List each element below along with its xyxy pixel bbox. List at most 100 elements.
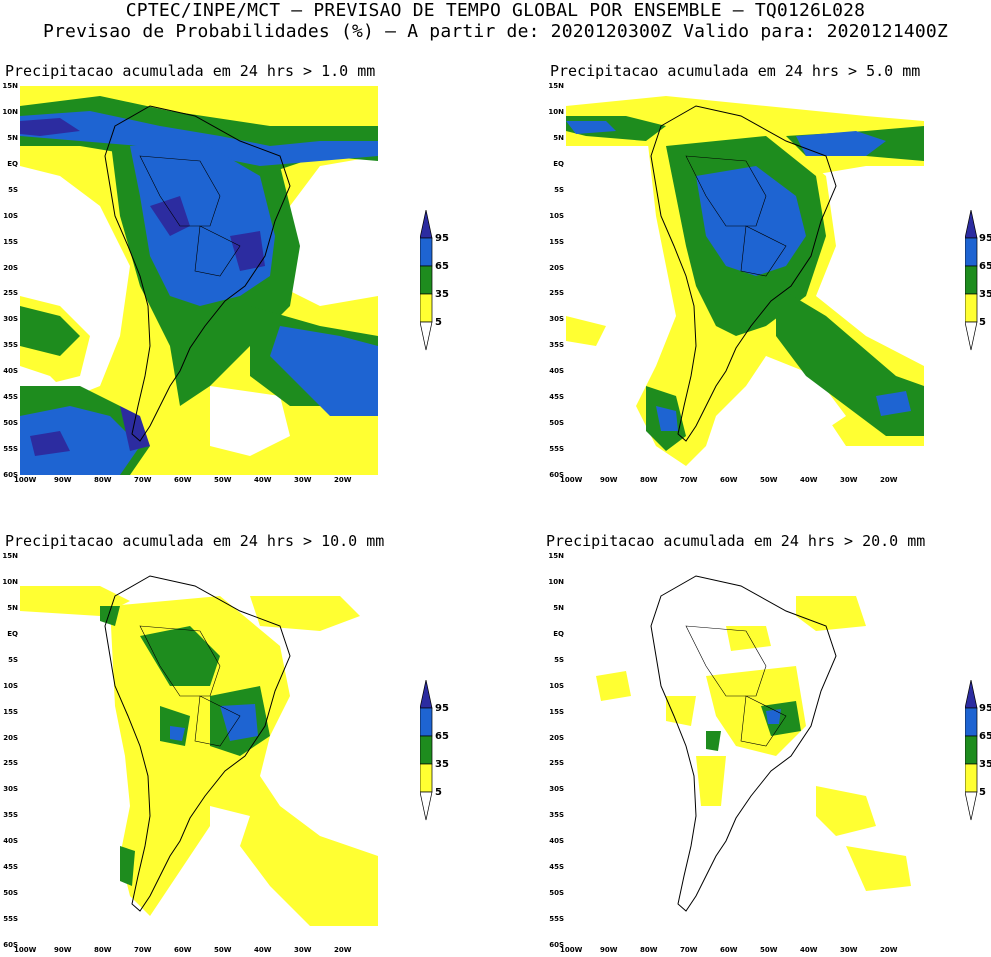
lat-tick-label: 45S — [549, 863, 564, 872]
map-panel-10mm: Precipitacao acumulada em 24 hrs > 10.0 … — [0, 530, 460, 950]
precip-map-1mm — [20, 86, 378, 475]
lat-tick-label: 30S — [549, 785, 564, 794]
lat-tick-label: 40S — [3, 837, 18, 846]
lon-tick-label: 60W — [174, 946, 192, 954]
legend-label-5: 5 — [435, 317, 442, 328]
lat-tick-label: EQ — [553, 629, 564, 638]
legend-label-95: 95 — [979, 703, 991, 714]
legend-label-35: 35 — [979, 759, 991, 770]
lon-tick-label: 100W — [560, 476, 583, 484]
legend-label-35: 35 — [435, 289, 449, 300]
lat-tick-label: 60S — [549, 941, 564, 949]
legend-label-35: 35 — [979, 289, 991, 300]
lon-tick-label: 20W — [334, 476, 352, 484]
lon-tick-label: 50W — [214, 476, 232, 484]
lon-tick-label: 100W — [14, 946, 37, 954]
legend-label-65: 65 — [979, 731, 991, 742]
lon-tick-label: 90W — [600, 946, 618, 954]
lon-tick-label: 60W — [720, 476, 738, 484]
lat-tick-label: 25S — [549, 759, 564, 768]
legend-label-5: 5 — [979, 787, 986, 798]
lon-tick-label: 30W — [840, 476, 858, 484]
lon-tick-label: 70W — [680, 946, 698, 954]
lat-tick-label: 5N — [7, 603, 18, 612]
lon-tick-label: 60W — [174, 476, 192, 484]
lon-tick-label: 50W — [760, 476, 778, 484]
lon-tick-label: 70W — [134, 946, 152, 954]
lat-tick-label: 55S — [3, 445, 18, 454]
lat-tick-label: 5S — [8, 185, 18, 194]
lat-tick-label: 35S — [3, 341, 18, 350]
lat-tick-label: 5N — [553, 133, 564, 142]
lat-tick-label: 45S — [549, 393, 564, 402]
panel-title: Precipitacao acumulada em 24 hrs > 1.0 m… — [5, 62, 376, 80]
lat-tick-label: 35S — [549, 811, 564, 820]
legend-colorbar — [419, 679, 433, 821]
lon-tick-label: 90W — [600, 476, 618, 484]
lat-tick-label: 15N — [2, 82, 18, 90]
lat-tick-label: 30S — [3, 785, 18, 794]
lon-tick-label: 50W — [760, 946, 778, 954]
map-panel-5mm: Precipitacao acumulada em 24 hrs > 5.0 m… — [540, 60, 991, 480]
lat-tick-label: 5S — [8, 655, 18, 664]
lon-tick-label: 80W — [94, 476, 112, 484]
lon-tick-label: 80W — [94, 946, 112, 954]
lon-tick-label: 90W — [54, 946, 72, 954]
map-panel-20mm: Precipitacao acumulada em 24 hrs > 20.0 … — [540, 530, 991, 950]
lat-tick-label: 35S — [3, 811, 18, 820]
legend-label-65: 65 — [979, 261, 991, 272]
lon-tick-label: 30W — [294, 946, 312, 954]
precip-map-5mm — [566, 86, 924, 475]
legend-colorbar — [964, 679, 978, 821]
lat-tick-label: 50S — [3, 419, 18, 428]
lat-tick-label: 60S — [3, 471, 18, 479]
lat-tick-label: 40S — [3, 367, 18, 376]
precip-map-10mm — [20, 556, 378, 945]
lat-tick-label: 60S — [3, 941, 18, 949]
lon-tick-label: 30W — [294, 476, 312, 484]
lon-tick-label: 40W — [800, 476, 818, 484]
lat-tick-label: 10N — [548, 107, 564, 116]
lat-tick-label: EQ — [553, 159, 564, 168]
lat-tick-label: 15N — [2, 552, 18, 560]
legend-label-95: 95 — [435, 233, 449, 244]
lon-tick-label: 100W — [560, 946, 583, 954]
lon-tick-label: 20W — [880, 946, 898, 954]
panel-title: Precipitacao acumulada em 24 hrs > 20.0 … — [546, 532, 926, 550]
legend-label-35: 35 — [435, 759, 449, 770]
lat-tick-label: EQ — [7, 159, 18, 168]
legend-colorbar — [964, 209, 978, 351]
lat-tick-label: 40S — [549, 837, 564, 846]
lat-tick-label: 40S — [549, 367, 564, 376]
lon-tick-label: 90W — [54, 476, 72, 484]
lat-tick-label: 45S — [3, 393, 18, 402]
lat-tick-label: 10S — [3, 211, 18, 220]
lat-tick-label: 35S — [549, 341, 564, 350]
legend-colorbar — [419, 209, 433, 351]
lat-tick-label: 25S — [549, 289, 564, 298]
lat-tick-label: 45S — [3, 863, 18, 872]
lat-tick-label: 50S — [549, 419, 564, 428]
lat-tick-label: 10N — [2, 107, 18, 116]
lat-tick-label: 15S — [3, 707, 18, 716]
panel-title: Precipitacao acumulada em 24 hrs > 5.0 m… — [550, 62, 921, 80]
legend-panel-2: 95 65 35 5 — [964, 209, 991, 355]
lat-tick-label: 20S — [3, 263, 18, 272]
lon-tick-label: 40W — [800, 946, 818, 954]
lon-tick-label: 40W — [254, 476, 272, 484]
lat-tick-label: 20S — [549, 263, 564, 272]
figure-title-line-1: CPTEC/INPE/MCT – PREVISAO DE TEMPO GLOBA… — [125, 0, 866, 21]
lat-tick-label: 55S — [3, 915, 18, 924]
lat-tick-label: 15S — [549, 707, 564, 716]
lon-tick-label: 40W — [254, 946, 272, 954]
legend-label-5: 5 — [435, 787, 442, 798]
legend-label-65: 65 — [435, 731, 449, 742]
lat-tick-label: 30S — [549, 315, 564, 324]
lon-tick-label: 100W — [14, 476, 37, 484]
lat-tick-label: 50S — [549, 889, 564, 898]
lon-tick-label: 20W — [880, 476, 898, 484]
lon-tick-label: 30W — [840, 946, 858, 954]
lat-tick-label: 25S — [3, 759, 18, 768]
figure-title-line-2: Previsao de Probabilidades (%) – A parti… — [42, 21, 949, 42]
lat-tick-label: 15N — [548, 552, 564, 560]
